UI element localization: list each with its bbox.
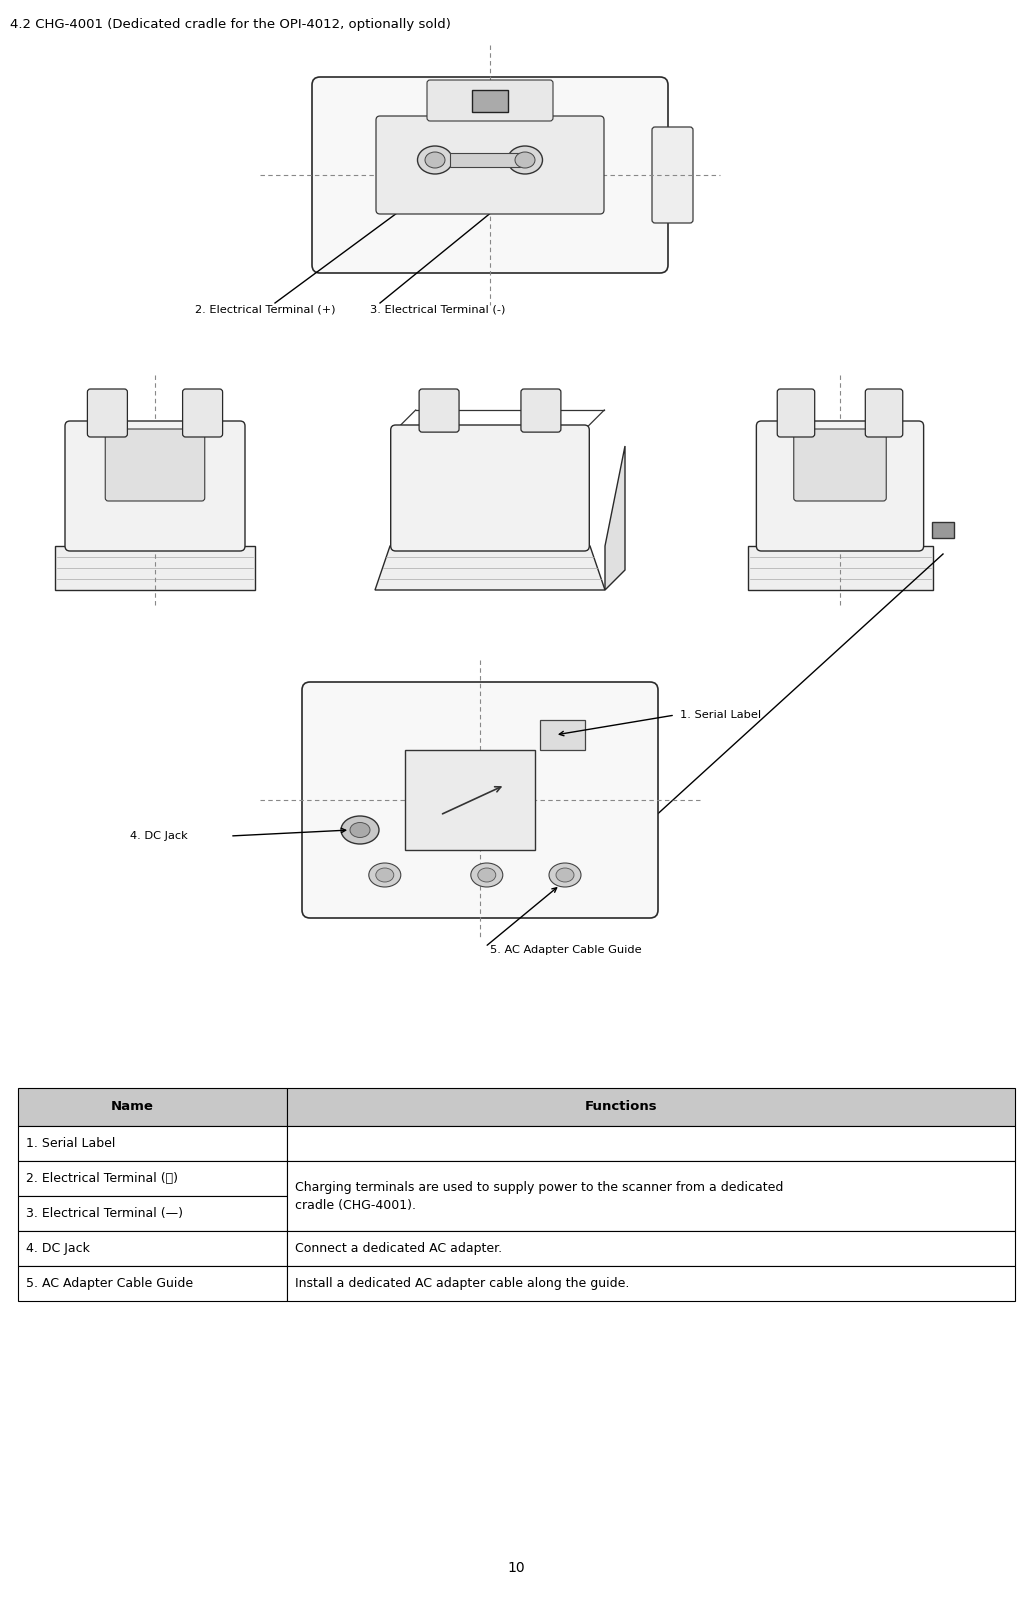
Text: 3. Electrical Terminal (—): 3. Electrical Terminal (—) [26,1207,183,1220]
Bar [287,1088,1015,1127]
Ellipse shape [369,863,401,888]
Ellipse shape [425,152,445,169]
Bar [18,1196,287,1231]
FancyBboxPatch shape [521,388,561,432]
Text: Connect a dedicated AC adapter.: Connect a dedicated AC adapter. [295,1242,502,1255]
FancyBboxPatch shape [793,429,886,501]
Text: 2. Electrical Terminal (+): 2. Electrical Terminal (+) [195,305,336,315]
FancyBboxPatch shape [419,388,459,432]
Text: Charging terminals are used to supply power to the scanner from a dedicated
crad: Charging terminals are used to supply po… [295,1181,784,1212]
Ellipse shape [376,868,394,883]
Ellipse shape [507,146,542,173]
Bar [932,522,954,538]
Text: 1. Serial Label: 1. Serial Label [680,709,761,721]
FancyBboxPatch shape [777,388,815,437]
Bar [18,1160,287,1196]
FancyBboxPatch shape [652,127,693,223]
Text: Name: Name [112,1101,154,1114]
Bar [18,1231,287,1266]
Ellipse shape [549,863,581,888]
FancyBboxPatch shape [302,682,658,918]
Ellipse shape [350,822,370,838]
Ellipse shape [556,868,574,883]
Ellipse shape [515,152,535,169]
Text: 1. Serial Label: 1. Serial Label [26,1136,116,1151]
Text: Install a dedicated AC adapter cable along the guide.: Install a dedicated AC adapter cable alo… [295,1278,629,1290]
Ellipse shape [417,146,452,173]
Bar [287,1160,1015,1231]
FancyBboxPatch shape [376,116,604,213]
Text: 10: 10 [507,1562,525,1575]
Text: 4. DC Jack: 4. DC Jack [130,831,188,841]
Bar [18,1088,287,1127]
Bar [18,1127,287,1160]
Text: 5. AC Adapter Cable Guide: 5. AC Adapter Cable Guide [26,1278,193,1290]
FancyBboxPatch shape [105,429,205,501]
Text: Functions: Functions [585,1101,657,1114]
FancyBboxPatch shape [756,421,924,551]
FancyBboxPatch shape [748,546,933,591]
Bar [540,721,585,750]
Bar [450,152,520,167]
Bar [287,1266,1015,1302]
FancyBboxPatch shape [88,388,127,437]
Bar [405,750,535,851]
Bar [287,1127,1015,1160]
FancyBboxPatch shape [866,388,903,437]
Polygon shape [605,446,625,591]
FancyBboxPatch shape [65,421,245,551]
Ellipse shape [478,868,496,883]
Bar [472,90,508,112]
Text: 4. DC Jack: 4. DC Jack [26,1242,90,1255]
Bar [18,1266,287,1302]
Ellipse shape [341,815,379,844]
Ellipse shape [471,863,503,888]
Text: 5. AC Adapter Cable Guide: 5. AC Adapter Cable Guide [490,945,641,955]
FancyBboxPatch shape [183,388,222,437]
Text: 3. Electrical Terminal (-): 3. Electrical Terminal (-) [370,305,505,315]
FancyBboxPatch shape [312,77,668,273]
Bar [287,1231,1015,1266]
FancyBboxPatch shape [427,80,553,120]
FancyBboxPatch shape [390,425,589,551]
FancyBboxPatch shape [55,546,255,591]
Text: 2. Electrical Terminal (＋): 2. Electrical Terminal (＋) [26,1172,178,1184]
Polygon shape [375,546,605,591]
Text: 4.2 CHG-4001 (Dedicated cradle for the OPI-4012, optionally sold): 4.2 CHG-4001 (Dedicated cradle for the O… [10,18,450,30]
